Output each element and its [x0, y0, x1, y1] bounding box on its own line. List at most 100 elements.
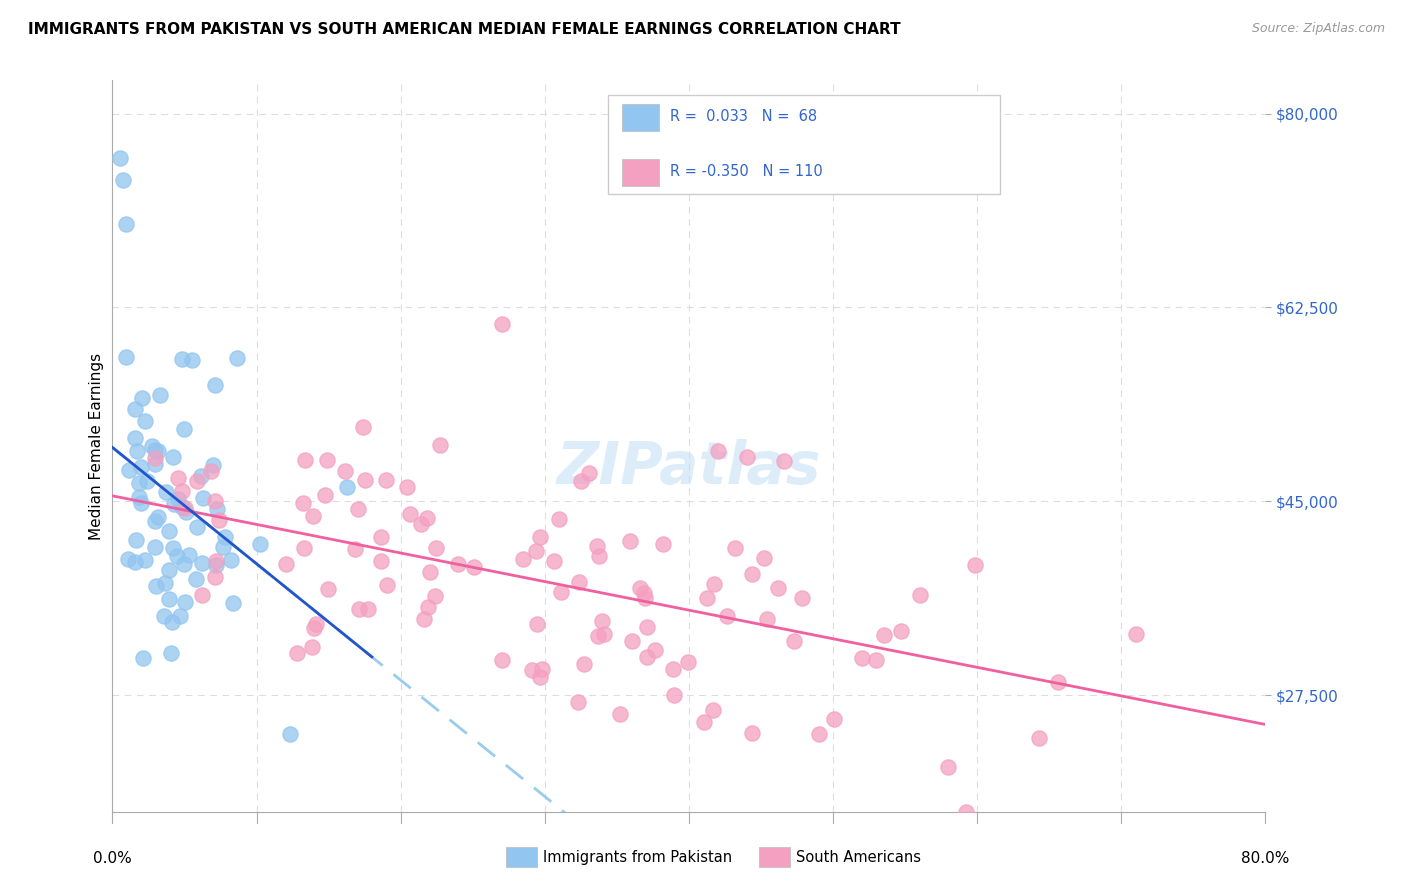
- Point: [136, 474, 159, 488]
- Point: [173, 557, 195, 571]
- Point: [212, 541, 235, 555]
- Point: [651, 537, 673, 551]
- Point: [225, 351, 247, 365]
- Point: [125, 444, 148, 458]
- Point: [425, 541, 447, 555]
- Point: [543, 554, 565, 568]
- Point: [146, 444, 169, 458]
- Point: [167, 471, 190, 485]
- Point: [134, 414, 156, 428]
- Point: [593, 627, 616, 641]
- Point: [191, 588, 214, 602]
- Point: [619, 534, 641, 549]
- Point: [634, 591, 657, 605]
- Point: [955, 805, 977, 819]
- Point: [124, 556, 146, 570]
- Point: [157, 524, 180, 538]
- Point: [529, 530, 551, 544]
- Point: [741, 726, 763, 740]
- Point: [936, 760, 959, 774]
- Point: [204, 570, 226, 584]
- Point: [173, 422, 195, 436]
- Point: [692, 714, 714, 729]
- Point: [115, 351, 138, 365]
- Point: [143, 451, 166, 466]
- Point: [423, 589, 446, 603]
- Point: [375, 577, 398, 591]
- Point: [1047, 674, 1070, 689]
- Point: [419, 565, 441, 579]
- Point: [129, 496, 152, 510]
- Point: [398, 507, 420, 521]
- Point: [128, 490, 150, 504]
- Point: [169, 608, 191, 623]
- Point: [181, 352, 204, 367]
- Point: [167, 491, 190, 506]
- Point: [117, 552, 139, 566]
- Point: [644, 642, 666, 657]
- Point: [128, 476, 150, 491]
- Point: [741, 566, 763, 581]
- Point: [522, 663, 544, 677]
- Point: [204, 378, 226, 392]
- Point: [661, 662, 683, 676]
- Point: [153, 609, 176, 624]
- Point: [412, 612, 434, 626]
- Point: [548, 512, 571, 526]
- Point: [162, 450, 184, 464]
- Point: [292, 541, 315, 556]
- Point: [851, 651, 873, 665]
- Point: [205, 558, 228, 573]
- Point: [200, 464, 222, 478]
- Point: [702, 703, 724, 717]
- Point: [370, 554, 392, 568]
- Point: [205, 554, 228, 568]
- Point: [1125, 627, 1147, 641]
- Point: [125, 533, 148, 548]
- Point: [347, 502, 370, 516]
- Point: [186, 572, 208, 586]
- Point: [301, 640, 323, 655]
- Point: [773, 454, 796, 468]
- Point: [567, 695, 589, 709]
- Point: [591, 614, 613, 628]
- Bar: [621, 159, 659, 186]
- Point: [124, 401, 146, 416]
- Point: [550, 585, 572, 599]
- Point: [491, 653, 513, 667]
- Point: [202, 458, 225, 472]
- Point: [174, 505, 197, 519]
- Point: [115, 218, 138, 232]
- Text: IMMIGRANTS FROM PAKISTAN VS SOUTH AMERICAN MEDIAN FEMALE EARNINGS CORRELATION CH: IMMIGRANTS FROM PAKISTAN VS SOUTH AMERIC…: [28, 22, 901, 37]
- Text: Immigrants from Pakistan: Immigrants from Pakistan: [543, 850, 733, 864]
- Point: [336, 480, 359, 494]
- Point: [621, 634, 644, 648]
- Point: [302, 621, 325, 635]
- Point: [908, 588, 931, 602]
- Point: [143, 540, 166, 554]
- Point: [873, 627, 896, 641]
- Point: [569, 474, 592, 488]
- Point: [174, 595, 197, 609]
- Point: [186, 520, 208, 534]
- Point: [416, 600, 439, 615]
- Bar: [621, 103, 659, 131]
- Point: [315, 453, 337, 467]
- Point: [512, 552, 534, 566]
- Point: [172, 500, 194, 515]
- Point: [179, 548, 201, 562]
- Point: [524, 543, 547, 558]
- Point: [349, 602, 371, 616]
- Point: [807, 727, 830, 741]
- Point: [429, 437, 451, 451]
- Point: [578, 467, 600, 481]
- Point: [370, 530, 392, 544]
- Point: [291, 496, 314, 510]
- Point: [416, 511, 439, 525]
- Point: [205, 502, 228, 516]
- Point: [219, 553, 242, 567]
- Point: [276, 558, 298, 572]
- Point: [214, 530, 236, 544]
- Text: R = -0.350   N = 110: R = -0.350 N = 110: [671, 163, 824, 178]
- Point: [343, 542, 366, 557]
